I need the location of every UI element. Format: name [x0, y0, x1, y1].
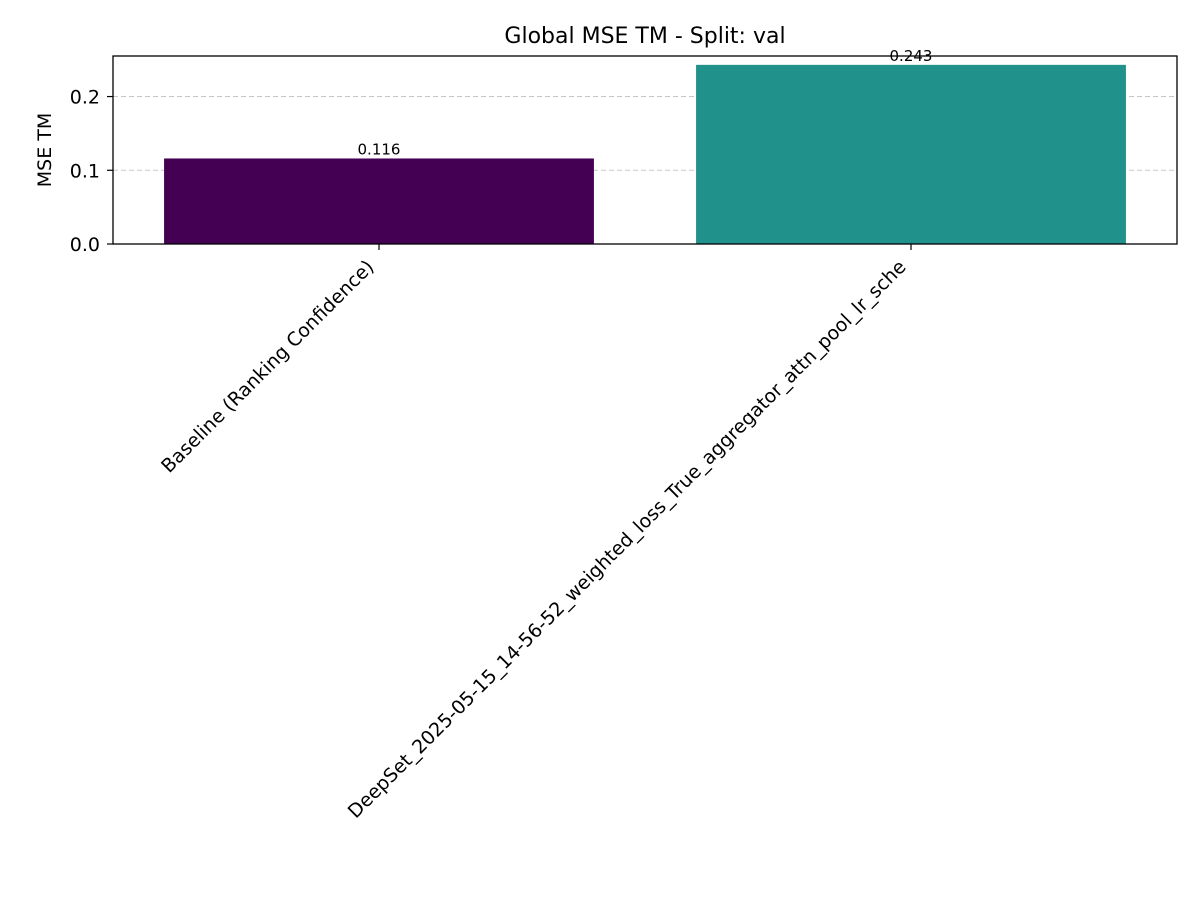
plot-frame	[112, 55, 1178, 245]
bar	[696, 64, 1126, 244]
y-axis-label: MSE TM	[34, 113, 56, 188]
y-tick-label: 0.0	[70, 234, 100, 256]
bar	[164, 158, 594, 244]
data-label: 0.116	[358, 140, 401, 158]
chart-title: Global MSE TM - Split: val	[504, 24, 785, 49]
y-tick-label: 0.2	[70, 87, 100, 109]
y-axis: 0.0 0.1 0.2	[70, 87, 113, 256]
bars	[164, 64, 1126, 244]
y-tick-label: 0.1	[70, 160, 100, 182]
